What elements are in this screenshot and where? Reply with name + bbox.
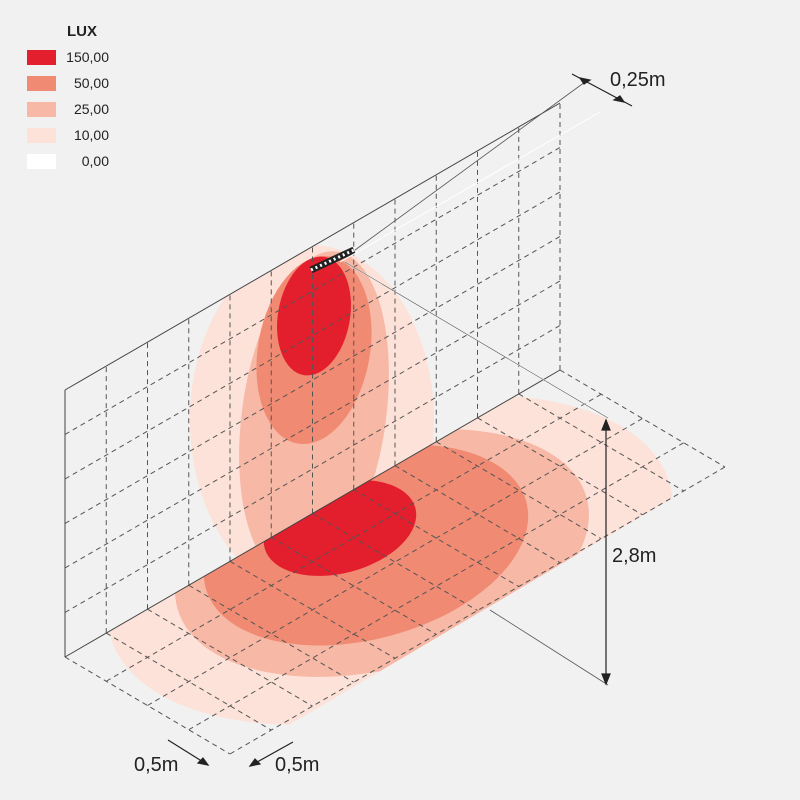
legend-swatch [27, 76, 56, 91]
legend-swatch [27, 154, 56, 169]
offset-guide [339, 111, 601, 263]
floor-grid-line [312, 513, 478, 611]
legend: 150,00 50,00 25,00 10,00 0,00 [27, 49, 109, 169]
height-label: 2,8m [612, 545, 656, 567]
contour-150 [277, 256, 351, 376]
floor-grid-line [105, 632, 272, 731]
floor-grid-line [229, 560, 396, 659]
offset-guide [354, 81, 586, 251]
dimension-lines [167, 73, 633, 767]
legend-swatch [27, 50, 56, 65]
floor-grid-line [559, 369, 726, 468]
floor-grid-line [270, 536, 437, 635]
floor-grid-line [147, 608, 313, 707]
offset-label: 0,25m [610, 69, 666, 91]
legend-label: 10,00 [74, 127, 109, 143]
floor-grid-line [64, 656, 231, 755]
legend-swatch [27, 128, 56, 143]
floor-grid-line [518, 393, 685, 492]
floor-guide [489, 609, 609, 686]
legend-swatch [27, 102, 56, 117]
grid-x-label: 0,5m [134, 754, 178, 776]
wall-top-edge [64, 102, 561, 391]
grid [64, 103, 726, 755]
luminaire [309, 246, 356, 274]
floor-grid-line [477, 417, 643, 516]
floor-grid-line [353, 489, 520, 588]
floor-grid-line [435, 441, 602, 540]
grid-y-label: 0,5m [275, 754, 319, 776]
legend-label: 25,00 [74, 101, 109, 117]
floor-grid-line [394, 465, 561, 564]
luminaire-body [309, 246, 356, 274]
drop-guide [344, 261, 609, 419]
legend-label: 50,00 [74, 75, 109, 91]
legend-title: LUX [67, 23, 97, 40]
floor-grid-line [188, 584, 355, 683]
legend-label: 0,00 [82, 153, 109, 169]
wall-bottom-edge [64, 369, 561, 658]
legend-label: 150,00 [66, 49, 109, 65]
